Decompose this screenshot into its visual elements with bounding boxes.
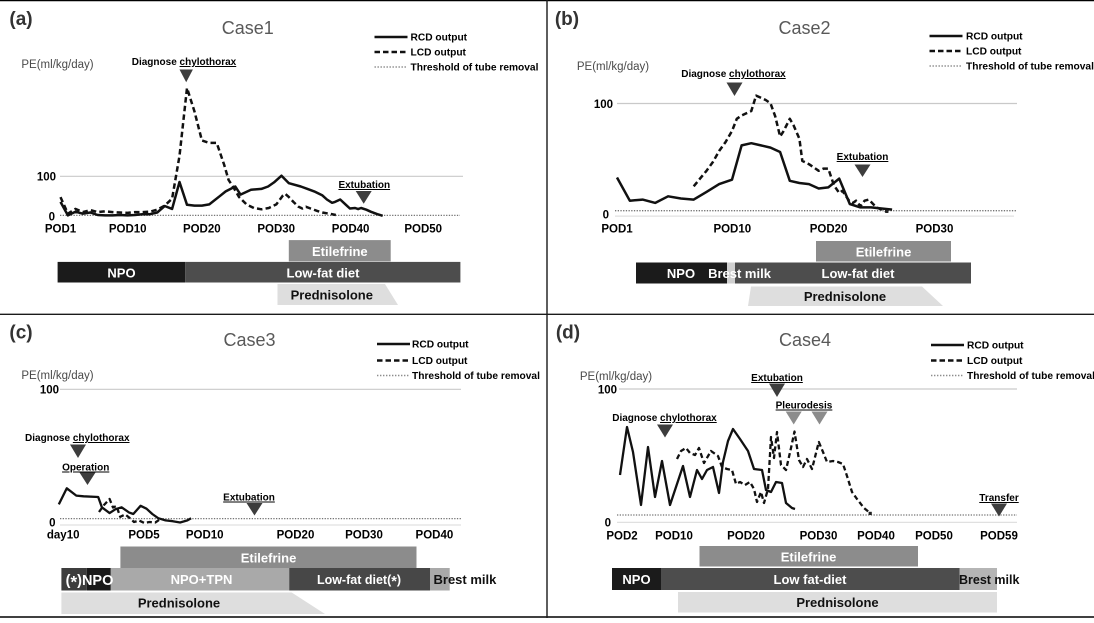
svg-text:POD20: POD20 bbox=[183, 224, 221, 236]
svg-text:Case3: Case3 bbox=[223, 330, 275, 350]
svg-text:Extubation: Extubation bbox=[338, 180, 390, 191]
svg-text:100: 100 bbox=[594, 99, 613, 111]
svg-text:PE(ml/kg/day): PE(ml/kg/day) bbox=[577, 61, 649, 73]
svg-text:Extubation: Extubation bbox=[751, 373, 803, 384]
svg-text:POD40: POD40 bbox=[332, 224, 370, 236]
svg-text:100: 100 bbox=[37, 172, 56, 184]
svg-text:Low fat-diet: Low fat-diet bbox=[774, 572, 848, 587]
svg-text:POD30: POD30 bbox=[800, 531, 838, 543]
svg-text:Prednisolone: Prednisolone bbox=[796, 595, 878, 610]
svg-text:POD40: POD40 bbox=[416, 530, 454, 542]
svg-text:PE(ml/kg/day): PE(ml/kg/day) bbox=[21, 370, 93, 382]
svg-text:(c): (c) bbox=[9, 323, 32, 344]
svg-text:Prednisolone: Prednisolone bbox=[804, 289, 886, 304]
svg-text:day10: day10 bbox=[47, 530, 80, 542]
svg-text:POD30: POD30 bbox=[345, 530, 383, 542]
svg-text:Transfer: Transfer bbox=[979, 493, 1019, 504]
svg-text:100: 100 bbox=[40, 385, 59, 397]
svg-text:POD30: POD30 bbox=[916, 224, 954, 236]
svg-text:0: 0 bbox=[49, 212, 55, 224]
svg-text:Diagnose chylothorax: Diagnose chylothorax bbox=[25, 433, 130, 444]
svg-text:Brest milk: Brest milk bbox=[434, 572, 498, 587]
svg-text:Case2: Case2 bbox=[778, 18, 830, 38]
svg-text:Etilefrine: Etilefrine bbox=[856, 244, 912, 259]
svg-text:POD1: POD1 bbox=[601, 224, 633, 236]
svg-text:Diagnose chylothorax: Diagnose chylothorax bbox=[612, 413, 717, 424]
svg-text:Threshold of tube removal: Threshold of tube removal bbox=[411, 63, 539, 74]
svg-text:POD10: POD10 bbox=[109, 224, 147, 236]
svg-text:Threshold of tube removal: Threshold of tube removal bbox=[966, 62, 1094, 73]
svg-text:Operation: Operation bbox=[62, 463, 109, 474]
svg-text:POD40: POD40 bbox=[857, 531, 895, 543]
svg-text:Low-fat diet: Low-fat diet bbox=[822, 266, 896, 281]
svg-text:LCD output: LCD output bbox=[967, 356, 1023, 367]
svg-text:RCD output: RCD output bbox=[966, 32, 1023, 43]
svg-text:LCD output: LCD output bbox=[411, 48, 467, 59]
svg-text:POD20: POD20 bbox=[727, 531, 765, 543]
svg-text:0: 0 bbox=[605, 518, 611, 530]
svg-text:Threshold of tube removal: Threshold of tube removal bbox=[967, 371, 1094, 382]
svg-text:POD20: POD20 bbox=[277, 530, 315, 542]
svg-text:POD10: POD10 bbox=[655, 531, 693, 543]
svg-text:Case1: Case1 bbox=[222, 18, 274, 38]
svg-text:Threshold of tube removal: Threshold of tube removal bbox=[412, 371, 540, 382]
svg-text:POD20: POD20 bbox=[810, 224, 848, 236]
svg-text:Diagnose chylothorax: Diagnose chylothorax bbox=[681, 69, 786, 80]
svg-text:Brest milk: Brest milk bbox=[959, 573, 1019, 587]
svg-text:100: 100 bbox=[598, 385, 617, 397]
svg-text:PE(ml/kg/day): PE(ml/kg/day) bbox=[21, 59, 93, 71]
svg-text:POD10: POD10 bbox=[186, 530, 224, 542]
svg-text:RCD output: RCD output bbox=[411, 33, 468, 44]
svg-text:POD2: POD2 bbox=[606, 531, 637, 543]
svg-text:LCD output: LCD output bbox=[412, 356, 468, 367]
svg-text:Etilefrine: Etilefrine bbox=[312, 244, 368, 259]
svg-text:POD1: POD1 bbox=[45, 224, 77, 236]
svg-text:(*)NPO: (*)NPO bbox=[66, 573, 114, 592]
svg-text:POD10: POD10 bbox=[713, 224, 751, 236]
svg-text:(a): (a) bbox=[9, 9, 32, 30]
svg-text:NPO+TPN: NPO+TPN bbox=[171, 572, 233, 587]
svg-text:Prednisolone: Prednisolone bbox=[291, 288, 373, 303]
svg-text:NPO: NPO bbox=[107, 266, 135, 281]
svg-text:POD50: POD50 bbox=[404, 224, 442, 236]
svg-text:RCD output: RCD output bbox=[412, 340, 469, 351]
svg-text:(d): (d) bbox=[556, 323, 580, 344]
svg-text:RCD output: RCD output bbox=[967, 341, 1024, 352]
svg-text:LCD output: LCD output bbox=[966, 47, 1022, 58]
svg-text:POD5: POD5 bbox=[128, 530, 160, 542]
svg-text:Case4: Case4 bbox=[779, 330, 831, 350]
svg-text:POD59: POD59 bbox=[980, 531, 1018, 543]
svg-text:Low-fat diet: Low-fat diet bbox=[287, 266, 361, 281]
svg-text:NPO: NPO bbox=[622, 572, 650, 587]
svg-text:Pleurodesis: Pleurodesis bbox=[776, 401, 833, 412]
svg-text:POD30: POD30 bbox=[257, 224, 295, 236]
svg-text:Low-fat diet(*): Low-fat diet(*) bbox=[317, 573, 401, 590]
svg-text:Etilefrine: Etilefrine bbox=[241, 550, 297, 565]
svg-text:Prednisolone: Prednisolone bbox=[138, 596, 220, 611]
svg-text:Etilefrine: Etilefrine bbox=[781, 549, 837, 564]
svg-text:PE(ml/kg/day): PE(ml/kg/day) bbox=[580, 371, 652, 383]
svg-text:NPO: NPO bbox=[667, 266, 695, 281]
svg-text:(b): (b) bbox=[555, 9, 579, 30]
svg-text:Diagnose chylothorax: Diagnose chylothorax bbox=[132, 57, 237, 68]
svg-text:Extubation: Extubation bbox=[223, 493, 275, 504]
svg-text:0: 0 bbox=[603, 209, 609, 221]
svg-text:POD50: POD50 bbox=[915, 531, 953, 543]
svg-text:0: 0 bbox=[49, 518, 55, 530]
svg-text:Brest milk: Brest milk bbox=[708, 266, 772, 281]
svg-text:Extubation: Extubation bbox=[837, 152, 889, 163]
